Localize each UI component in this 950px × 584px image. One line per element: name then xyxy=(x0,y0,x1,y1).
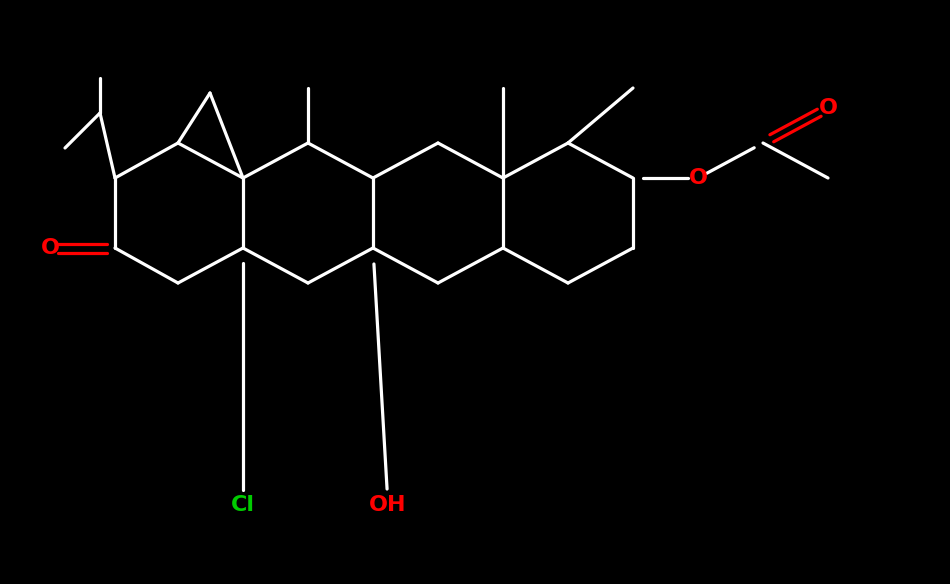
Text: O: O xyxy=(41,238,60,258)
Text: O: O xyxy=(689,168,708,188)
Text: O: O xyxy=(819,98,838,118)
Text: Cl: Cl xyxy=(231,495,255,515)
Text: OH: OH xyxy=(370,495,407,515)
